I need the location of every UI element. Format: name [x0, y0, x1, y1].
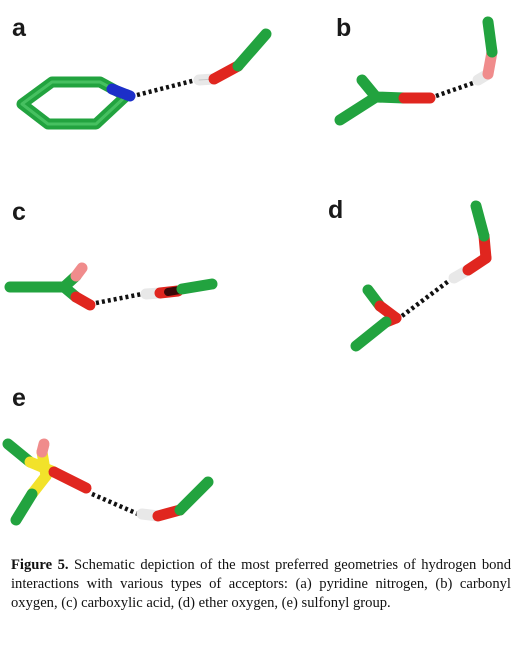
- carbon-b: [482, 16, 498, 58]
- molecular-figure: [2, 16, 498, 526]
- pyridine-nitrogen: [106, 83, 136, 102]
- hbond-b: [435, 79, 477, 99]
- carbon-e: [174, 476, 214, 516]
- panel-b-molecule: [334, 16, 498, 126]
- panel-e-molecule: [2, 438, 214, 526]
- hbond-d: [400, 278, 452, 318]
- carbon-c: [176, 278, 218, 295]
- figure-caption: Figure 5. Schematic depiction of the mos…: [11, 556, 511, 614]
- panel-label-e: e: [12, 384, 26, 412]
- hbond-e: [91, 491, 139, 517]
- figure-caption-text: Schematic depiction of the most preferre…: [11, 557, 512, 612]
- panel-label-b: b: [336, 14, 352, 42]
- hbond-a: [136, 77, 197, 98]
- panel-label-c: c: [12, 198, 26, 226]
- sulfonyl-oxygen-top: [36, 438, 50, 458]
- panel-label-a: a: [12, 14, 26, 42]
- carbon-a: [232, 28, 272, 72]
- acid-oxygen: [70, 291, 96, 311]
- acid-hydroxyl: [70, 262, 88, 282]
- carbon-d: [470, 200, 490, 242]
- panel-c-molecule: [4, 262, 218, 311]
- figure-label: Figure 5.: [11, 557, 69, 573]
- hbond-c: [95, 291, 143, 306]
- panel-a-molecule: [16, 28, 272, 130]
- sulfonyl-oxygen: [48, 466, 92, 494]
- panel-label-d: d: [328, 196, 344, 224]
- panel-d-molecule: [350, 200, 492, 352]
